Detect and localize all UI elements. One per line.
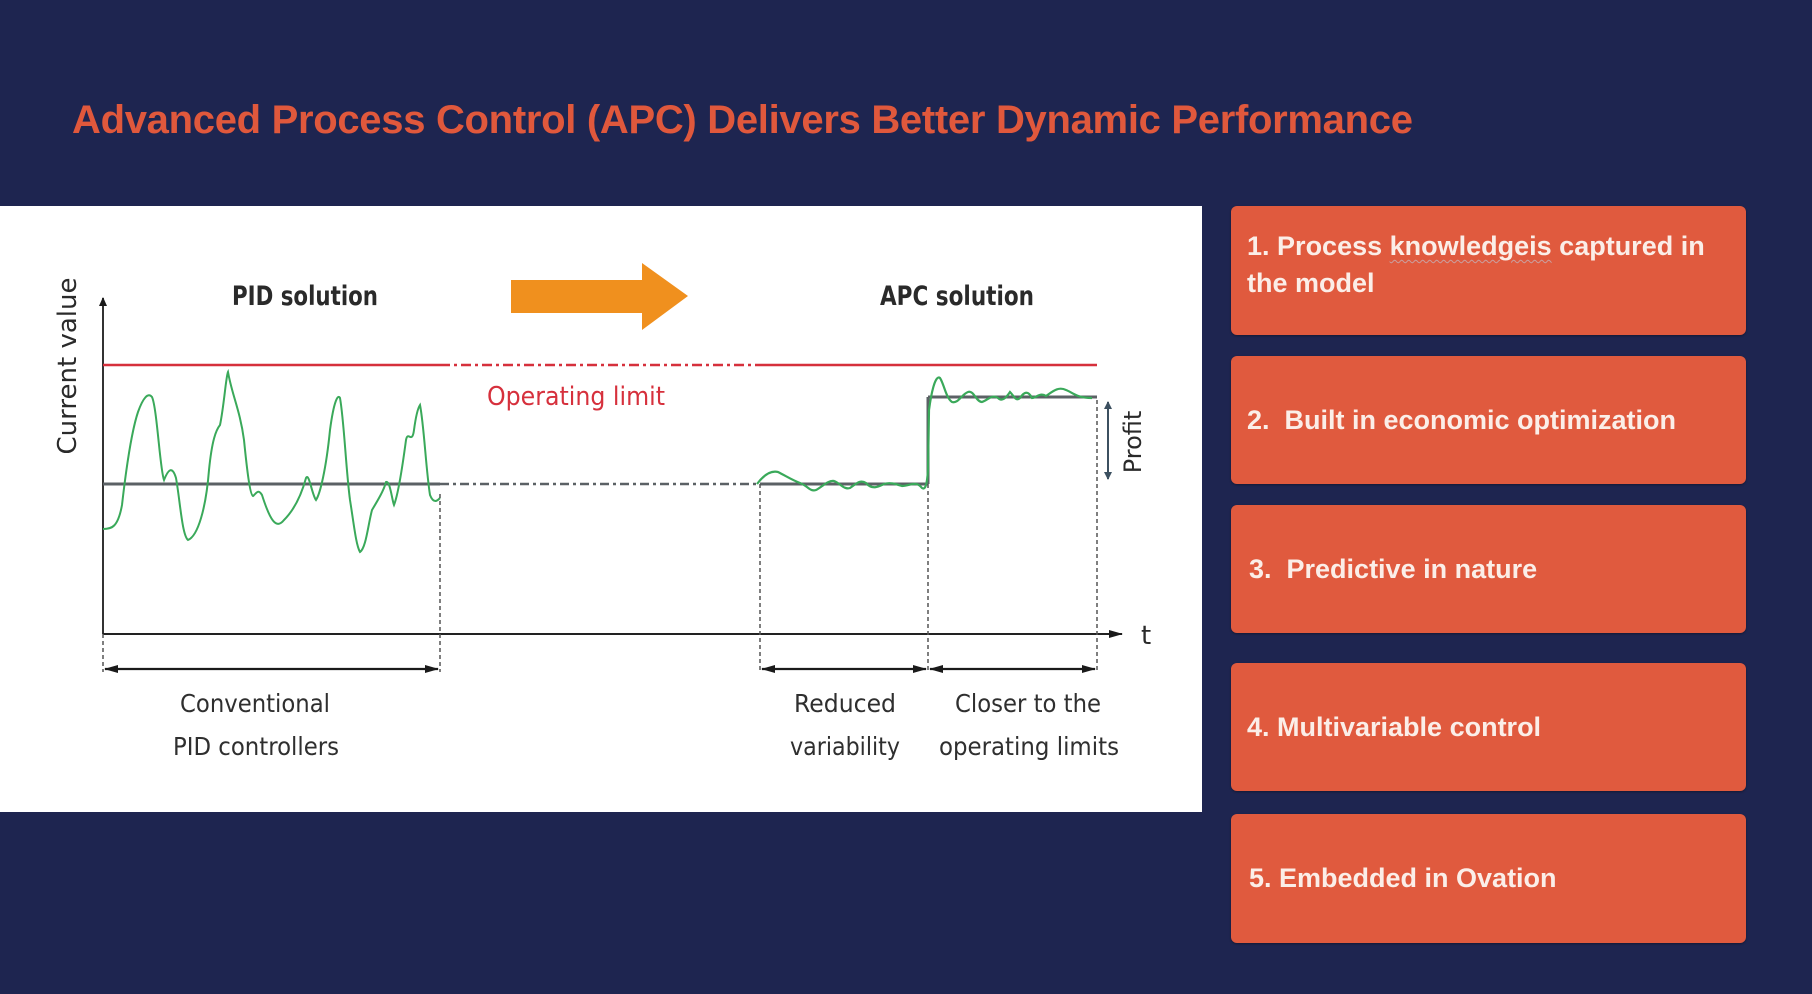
benefit-text: 1. Process knowledgeis captured in the m… — [1247, 228, 1732, 302]
span-label-closer: Closer to the — [955, 689, 1101, 718]
span-label-pid-controllers: PID controllers — [173, 732, 339, 761]
profit-label: Profit — [1119, 411, 1147, 474]
transition-arrow-icon — [511, 263, 688, 330]
slide-title: Advanced Process Control (APC) Delivers … — [72, 98, 1413, 142]
benefit-text: 5. Embedded in Ovation — [1249, 863, 1557, 893]
benefit-card-economic-optimization: 2. Built in economic optimization — [1231, 356, 1746, 484]
operating-limit-label: Operating limit — [487, 382, 665, 412]
x-axis-label: t — [1141, 621, 1151, 651]
pid-heading: PID solution — [232, 281, 378, 312]
benefit-number: 1. — [1247, 231, 1270, 261]
benefit-text: 3. Predictive in nature — [1249, 553, 1538, 584]
benefit-text-post: captured in the model — [1247, 231, 1705, 298]
span-label-variability: variability — [790, 732, 900, 761]
benefit-text: 2. Built in economic optimization — [1247, 404, 1677, 435]
span-label-conventional: Conventional — [180, 689, 330, 718]
apc-heading: APC solution — [880, 281, 1034, 312]
span-guides — [102, 400, 1098, 672]
apc-signal-trace — [756, 376, 1093, 492]
setpoint-line — [103, 395, 1097, 486]
y-axis-label: Current value — [53, 278, 83, 455]
spellcheck-flagged-word: knowledgeis — [1389, 231, 1552, 261]
benefit-text: 4. Multivariable control — [1247, 711, 1542, 742]
apc-vs-pid-diagram: Current value t PID solution APC solutio… — [0, 206, 1202, 812]
axes — [99, 297, 1123, 638]
benefit-text-pre: Process — [1277, 231, 1390, 261]
benefit-card-process-knowledge: 1. Process knowledgeis captured in the m… — [1231, 206, 1746, 335]
benefit-card-predictive: 3. Predictive in nature — [1231, 505, 1746, 633]
span-label-operating-limits: operating limits — [939, 732, 1119, 761]
pid-signal-trace — [102, 368, 441, 554]
benefit-card-multivariable: 4. Multivariable control — [1231, 663, 1746, 791]
span-label-reduced: Reduced — [794, 689, 896, 718]
benefit-card-embedded-ovation: 5. Embedded in Ovation — [1231, 814, 1746, 943]
